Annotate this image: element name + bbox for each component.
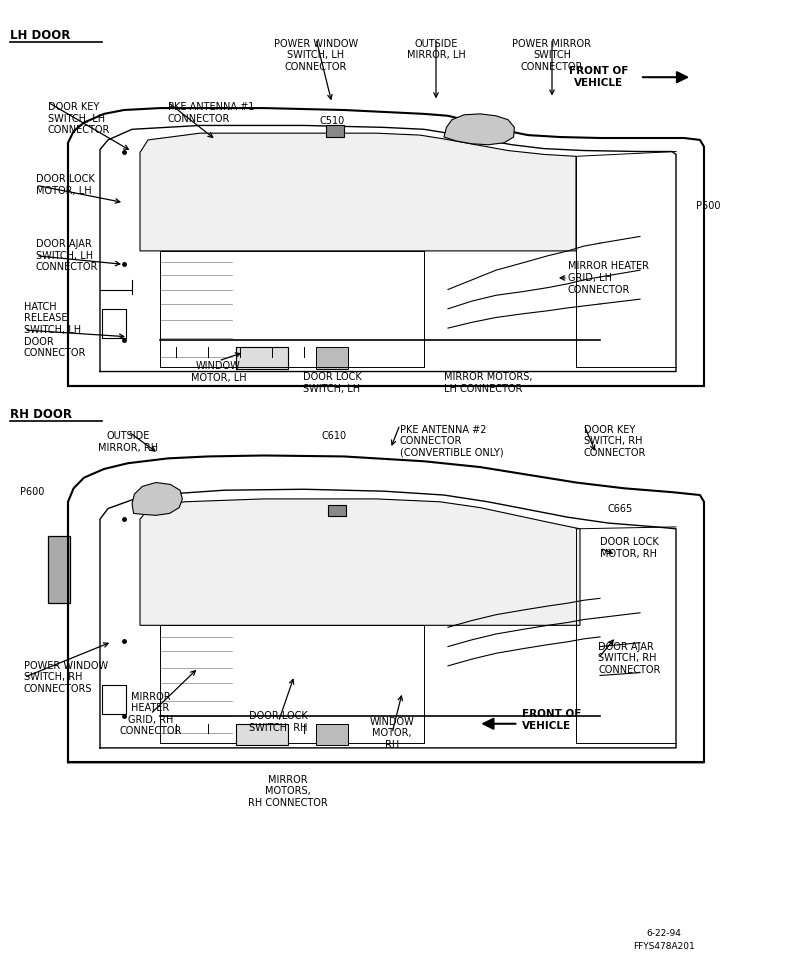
- Bar: [328, 505, 346, 516]
- Text: DOOR LOCK
SWITCH, LH: DOOR LOCK SWITCH, LH: [302, 372, 362, 394]
- Text: MIRROR HEATER
GRID, LH
CONNECTOR: MIRROR HEATER GRID, LH CONNECTOR: [568, 262, 649, 294]
- Text: DOOR KEY
SWITCH, LH
CONNECTOR: DOOR KEY SWITCH, LH CONNECTOR: [48, 102, 110, 135]
- Text: HATCH
RELEASE
SWITCH, LH
DOOR
CONNECTOR: HATCH RELEASE SWITCH, LH DOOR CONNECTOR: [24, 302, 86, 358]
- Text: DOOR LOCK
MOTOR, LH: DOOR LOCK MOTOR, LH: [36, 175, 94, 196]
- Text: FRONT OF
VEHICLE: FRONT OF VEHICLE: [522, 709, 581, 731]
- Text: DOOR LOCK
MOTOR, RH: DOOR LOCK MOTOR, RH: [600, 538, 658, 559]
- Text: OUTSIDE
MIRROR, RH: OUTSIDE MIRROR, RH: [98, 431, 158, 453]
- Text: MIRROR
MOTORS,
RH CONNECTOR: MIRROR MOTORS, RH CONNECTOR: [248, 775, 328, 808]
- Text: WINDOW
MOTOR, LH: WINDOW MOTOR, LH: [190, 361, 246, 382]
- Text: C610: C610: [322, 431, 347, 441]
- Polygon shape: [140, 133, 576, 251]
- Text: PKE ANTENNA #1
CONNECTOR: PKE ANTENNA #1 CONNECTOR: [168, 102, 254, 124]
- Text: P500: P500: [696, 201, 721, 210]
- Bar: [316, 347, 348, 369]
- Text: RH DOOR: RH DOOR: [10, 408, 72, 421]
- Text: POWER WINDOW
SWITCH, RH
CONNECTORS: POWER WINDOW SWITCH, RH CONNECTORS: [24, 661, 108, 694]
- Text: DOOR KEY
SWITCH, RH
CONNECTOR: DOOR KEY SWITCH, RH CONNECTOR: [584, 425, 646, 457]
- Text: OUTSIDE
MIRROR, LH: OUTSIDE MIRROR, LH: [406, 39, 466, 60]
- Text: C665: C665: [608, 504, 634, 513]
- Text: PKE ANTENNA #2
CONNECTOR
(CONVERTIBLE ONLY): PKE ANTENNA #2 CONNECTOR (CONVERTIBLE ON…: [400, 425, 504, 457]
- Polygon shape: [140, 499, 580, 625]
- Bar: [316, 724, 348, 745]
- Text: MIRROR MOTORS,
LH CONNECTOR: MIRROR MOTORS, LH CONNECTOR: [444, 372, 533, 394]
- Bar: [48, 536, 70, 603]
- Polygon shape: [444, 114, 514, 145]
- Text: DOOR AJAR
SWITCH, RH
CONNECTOR: DOOR AJAR SWITCH, RH CONNECTOR: [598, 642, 661, 675]
- Text: LH DOOR: LH DOOR: [10, 30, 70, 42]
- Polygon shape: [132, 482, 182, 515]
- Text: FRONT OF
VEHICLE: FRONT OF VEHICLE: [569, 67, 628, 88]
- Text: C510: C510: [319, 116, 345, 125]
- Text: DOOR LOCK
SWITCH, RH: DOOR LOCK SWITCH, RH: [249, 711, 308, 732]
- Text: P600: P600: [20, 487, 44, 497]
- Text: 6-22-94: 6-22-94: [646, 929, 682, 938]
- Text: POWER WINDOW
SWITCH, LH
CONNECTOR: POWER WINDOW SWITCH, LH CONNECTOR: [274, 39, 358, 71]
- Text: WINDOW
MOTOR,
RH: WINDOW MOTOR, RH: [370, 717, 414, 750]
- Bar: [236, 724, 288, 745]
- Text: POWER MIRROR
SWITCH
CONNECTOR: POWER MIRROR SWITCH CONNECTOR: [513, 39, 591, 71]
- Text: DOOR AJAR
SWITCH, LH
CONNECTOR: DOOR AJAR SWITCH, LH CONNECTOR: [36, 239, 98, 272]
- Bar: [326, 125, 344, 137]
- Text: MIRROR
HEATER
GRID, RH
CONNECTOR: MIRROR HEATER GRID, RH CONNECTOR: [119, 692, 182, 736]
- Text: FFYS478A201: FFYS478A201: [633, 942, 695, 951]
